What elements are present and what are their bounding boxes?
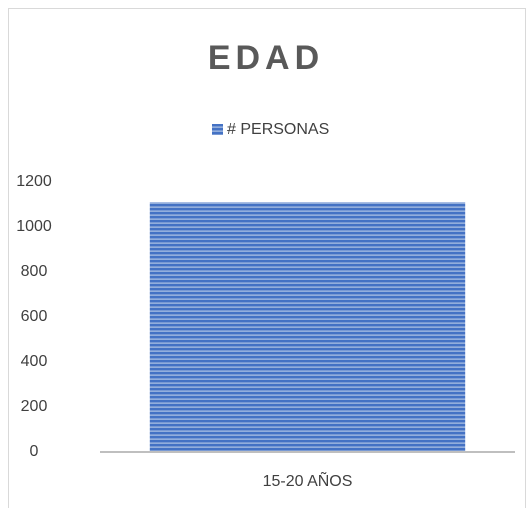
y-tick-label: 200	[21, 398, 48, 415]
legend-label: # PERSONAS	[227, 121, 329, 138]
y-tick-label: 600	[21, 308, 48, 325]
y-tick-label: 1200	[16, 173, 52, 190]
legend-swatch	[212, 124, 223, 135]
y-tick-label: 400	[21, 353, 48, 370]
chart-border	[8, 8, 526, 508]
y-tick-label: 800	[21, 263, 48, 280]
y-tick-label: 0	[30, 443, 39, 460]
y-tick-label: 1000	[16, 218, 52, 235]
bar	[149, 202, 466, 452]
x-tick-label: 15-20 AÑOS	[263, 470, 353, 490]
chart-title: EDAD	[208, 39, 324, 77]
